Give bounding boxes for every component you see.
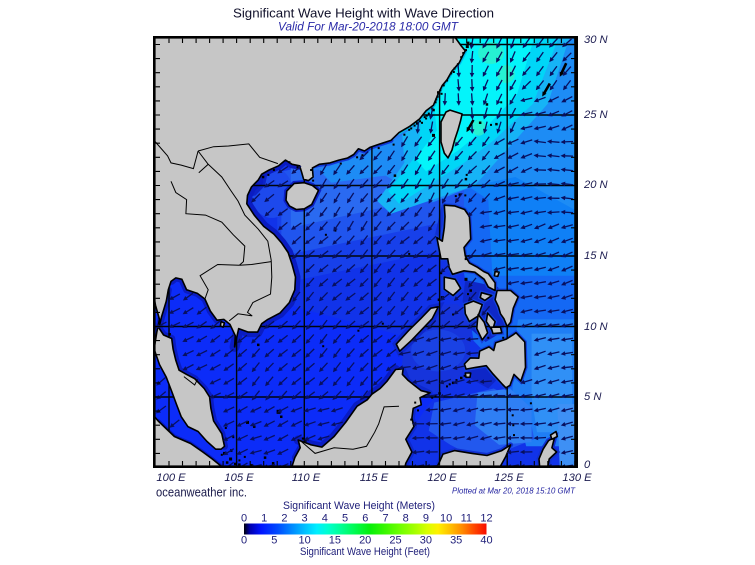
svg-text:110 E: 110 E — [292, 472, 321, 484]
svg-text:10 N: 10 N — [584, 321, 609, 333]
svg-text:20: 20 — [359, 535, 371, 547]
svg-text:6: 6 — [362, 513, 368, 525]
svg-text:Valid For Mar-20-2018 18:00 GM: Valid For Mar-20-2018 18:00 GMT — [278, 21, 459, 34]
svg-text:4: 4 — [322, 513, 328, 525]
svg-text:10: 10 — [298, 535, 310, 547]
svg-text:5 N: 5 N — [584, 391, 602, 403]
svg-text:1: 1 — [261, 513, 267, 525]
svg-text:3: 3 — [302, 513, 308, 525]
svg-text:Plotted at Mar 20, 2018 15:10: Plotted at Mar 20, 2018 15:10 GMT — [452, 486, 576, 496]
svg-text:25 N: 25 N — [583, 109, 609, 121]
svg-text:Significant Wave Height (Meter: Significant Wave Height (Meters) — [283, 500, 435, 512]
svg-text:105 E: 105 E — [224, 472, 254, 484]
svg-text:0: 0 — [241, 535, 247, 547]
svg-text:Significant Wave Height (Feet): Significant Wave Height (Feet) — [300, 546, 430, 558]
svg-text:oceanweather inc.: oceanweather inc. — [156, 486, 247, 500]
svg-text:120 E: 120 E — [427, 472, 457, 484]
svg-text:130 E: 130 E — [562, 472, 592, 484]
svg-text:100 E: 100 E — [156, 472, 186, 484]
svg-text:25: 25 — [389, 535, 401, 547]
svg-text:20 N: 20 N — [583, 179, 609, 191]
svg-text:0: 0 — [241, 513, 247, 525]
svg-text:10: 10 — [440, 513, 452, 525]
svg-text:5: 5 — [271, 535, 277, 547]
svg-text:11: 11 — [461, 513, 472, 525]
svg-text:2: 2 — [281, 513, 287, 525]
svg-text:7: 7 — [382, 513, 388, 525]
svg-text:8: 8 — [403, 513, 409, 525]
svg-text:125 E: 125 E — [494, 472, 524, 484]
svg-text:12: 12 — [480, 513, 492, 525]
svg-text:9: 9 — [423, 513, 429, 525]
svg-text:15: 15 — [329, 535, 341, 547]
svg-text:Significant Wave Height with W: Significant Wave Height with Wave Direct… — [233, 7, 494, 21]
svg-text:35: 35 — [450, 535, 462, 547]
svg-text:115 E: 115 E — [360, 472, 389, 484]
svg-text:30 N: 30 N — [584, 34, 609, 46]
svg-text:15 N: 15 N — [584, 250, 609, 262]
svg-text:5: 5 — [342, 513, 348, 525]
svg-text:0: 0 — [584, 459, 591, 471]
svg-text:40: 40 — [480, 535, 492, 547]
svg-text:30: 30 — [420, 535, 432, 547]
